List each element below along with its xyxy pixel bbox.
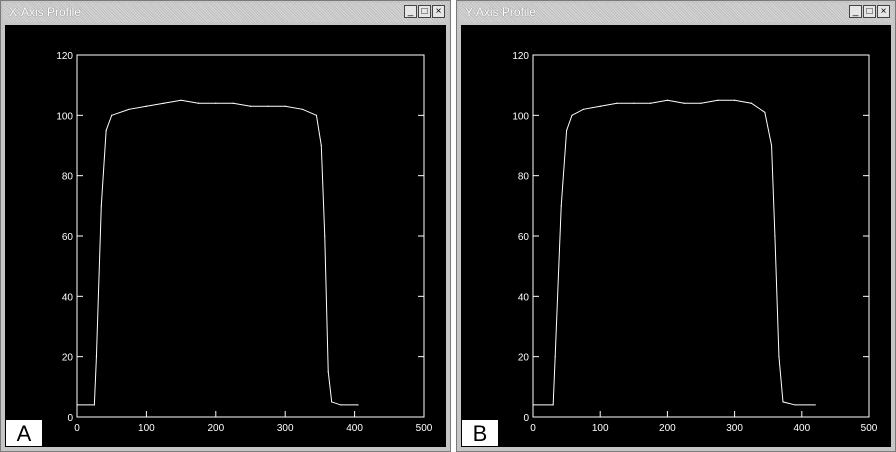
y-tick-label: 80	[518, 172, 530, 183]
x-tick-label: 500	[416, 423, 433, 434]
x-tick-label: 0	[74, 423, 80, 434]
x-tick-label: 100	[138, 423, 155, 434]
panel-label: B	[461, 419, 499, 447]
profile-point	[232, 102, 234, 104]
y-tick-label: 40	[62, 292, 74, 303]
profile-point	[100, 205, 102, 207]
x-tick-label: 300	[726, 423, 743, 434]
panel-label: A	[5, 419, 43, 447]
profile-point	[301, 108, 304, 110]
y-tick-label: 40	[518, 292, 530, 303]
y-tick-label: 20	[518, 353, 530, 364]
close-button[interactable]: ×	[877, 5, 890, 18]
y-tick-label: 80	[62, 172, 74, 183]
y-tick-label: 100	[512, 111, 529, 122]
profile-point	[599, 105, 601, 107]
profile-point	[616, 102, 618, 104]
profile-point	[284, 105, 286, 107]
y-profile-plot: 0 100 200 300 400 500 0 20 40 60 80 100 120	[512, 51, 878, 434]
profile-point	[180, 99, 182, 101]
y-axis-profile-window[interactable]: Y-Axis Profile _ □ × 0 100 200 300 400 500 0 20…	[456, 0, 896, 452]
profile-point	[357, 404, 359, 406]
title-bar[interactable]: X-Axis Profile _ □ ×	[3, 3, 448, 22]
x-tick-label: 400	[793, 423, 810, 434]
profile-point	[95, 356, 98, 358]
window-title: Y-Axis Profile	[465, 5, 536, 19]
profile-point	[331, 401, 333, 403]
x-tick-label: 200	[659, 423, 676, 434]
y-tick-label: 120	[512, 51, 529, 62]
minimize-button[interactable]: _	[849, 5, 862, 18]
maximize-button[interactable]: □	[418, 5, 431, 18]
profile-point	[683, 102, 685, 104]
profile-point	[794, 404, 796, 406]
profile-point	[105, 129, 107, 132]
profile-point	[197, 102, 200, 104]
x-tick-label: 400	[346, 423, 363, 434]
profile-point	[324, 235, 326, 237]
close-button[interactable]: ×	[432, 5, 445, 18]
profile-point	[340, 404, 342, 406]
title-bar[interactable]: Y-Axis Profile _ □ ×	[459, 3, 893, 22]
profile-point	[76, 404, 78, 406]
profile-point	[770, 144, 773, 147]
profile-point	[666, 99, 668, 101]
x-tick-label: 300	[277, 423, 294, 434]
profile-point	[315, 114, 318, 116]
x-tick-label: 0	[530, 423, 536, 434]
profile-point	[163, 102, 165, 104]
x-tick-label: 100	[592, 423, 609, 434]
x-tick-label: 200	[207, 423, 224, 434]
profile-point	[249, 105, 252, 107]
profile-line	[77, 99, 359, 406]
maximize-button[interactable]: □	[863, 5, 876, 18]
profile-point	[145, 105, 147, 107]
y-tick-label: 100	[56, 111, 73, 122]
y-tick-label: 0	[67, 413, 73, 424]
profile-point	[700, 102, 702, 104]
profile-point	[734, 99, 736, 101]
profile-point	[774, 235, 776, 237]
minimize-button[interactable]: _	[404, 5, 417, 18]
plot-canvas: 0 100 200 300 400 500 0 20 40 60 80 100 120	[461, 25, 891, 447]
window-title: X-Axis Profile	[9, 5, 82, 19]
profile-point	[111, 114, 113, 116]
profile-line	[533, 99, 816, 406]
y-tick-label: 20	[62, 353, 74, 364]
y-tick-label: 120	[56, 51, 73, 62]
profile-point	[93, 404, 95, 406]
profile-point	[782, 401, 784, 403]
profile-point	[327, 371, 329, 373]
profile-point	[778, 356, 780, 358]
x-profile-plot: 0 100 200 300 400 500 0 20 40 60 80 100 120	[56, 51, 433, 434]
y-tick-label: 60	[62, 232, 74, 243]
profile-point	[560, 205, 562, 207]
profile-point	[566, 129, 568, 132]
plot-canvas: 0 100 200 300 400 500 0 20 40 60 80 100 120	[5, 25, 446, 447]
profile-point	[128, 108, 130, 110]
profile-point	[320, 144, 322, 147]
y-tick-label: 60	[518, 232, 530, 243]
profile-point	[814, 404, 816, 406]
profile-point	[717, 99, 719, 101]
profile-point	[267, 105, 269, 107]
profile-point	[650, 102, 652, 104]
profile-point	[750, 102, 752, 104]
profile-point	[582, 108, 584, 110]
profile-point	[764, 111, 766, 113]
x-axis-profile-window[interactable]: X-Axis Profile _ □ × 0 100 200 300 400 500 0 20…	[0, 0, 451, 452]
profile-point	[571, 114, 573, 116]
profile-point	[554, 356, 556, 358]
profile-point	[532, 404, 534, 406]
profile-point	[215, 102, 217, 104]
profile-point	[552, 404, 554, 406]
profile-point	[633, 102, 635, 104]
x-tick-label: 500	[861, 423, 878, 434]
y-tick-label: 0	[523, 413, 529, 424]
